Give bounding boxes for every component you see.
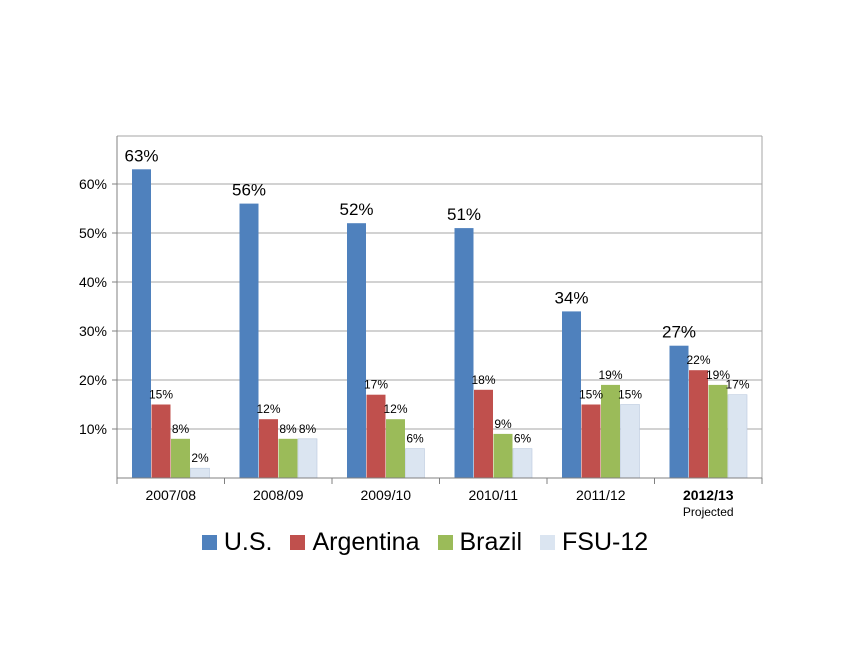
x-tick-label: 2011/12 (576, 487, 626, 503)
data-label: 6% (514, 432, 532, 446)
data-label: 15% (579, 388, 603, 402)
bar (239, 203, 259, 478)
data-label: 8% (279, 422, 297, 436)
legend-label-brazil: Brazil (459, 528, 523, 556)
data-label: 34% (554, 288, 588, 307)
data-label: 15% (149, 388, 173, 402)
legend-swatch-argentina (290, 535, 306, 550)
bar (581, 404, 601, 478)
y-tick-label: 20% (79, 372, 107, 388)
y-tick-label: 30% (79, 323, 107, 339)
data-label: 12% (256, 402, 280, 416)
data-label: 8% (299, 422, 317, 436)
x-tick-label: 2012/13 (683, 487, 734, 503)
bar (727, 394, 748, 479)
bar (620, 404, 640, 479)
data-labels: 63%56%52% 51%34%27%15%12%17% 18%15%22%8% 8%… (124, 146, 749, 465)
legend-item-us: U.S. (201, 528, 273, 557)
data-label: 17% (364, 378, 388, 392)
y-axis-tick-labels: 10% 20% 30% 40% 50% 60% (79, 176, 107, 437)
data-label: 63% (124, 146, 158, 165)
bar (171, 438, 190, 478)
legend: U.S. Argentina Brazil FSU-12 (0, 528, 850, 557)
bar (669, 345, 689, 478)
data-label: 6% (406, 432, 424, 446)
bar (474, 389, 493, 478)
data-label: 9% (494, 417, 512, 431)
y-tick-label: 10% (79, 421, 107, 437)
legend-item-argentina: Argentina (290, 528, 420, 557)
bar (386, 419, 405, 478)
data-label: 2% (191, 451, 209, 465)
legend-swatch-brazil (437, 535, 453, 550)
data-label: 56% (232, 181, 266, 200)
legend-label-argentina: Argentina (312, 528, 420, 556)
legend-swatch-fsu-12 (540, 535, 556, 550)
legend-item-brazil: Brazil (437, 528, 523, 557)
data-label: 8% (172, 422, 190, 436)
bar (278, 438, 298, 478)
data-label: 18% (471, 373, 495, 387)
bar (512, 448, 533, 479)
bar (151, 404, 171, 478)
legend-label-us: U.S. (223, 528, 273, 556)
bar (601, 384, 620, 478)
bar (405, 448, 425, 479)
x-tick-label: 2010/11 (468, 487, 518, 503)
data-label: 12% (383, 402, 407, 416)
y-tick-label: 60% (79, 176, 107, 192)
bars (132, 169, 748, 479)
y-tick-label: 50% (79, 225, 107, 241)
bar (190, 467, 210, 479)
legend-label-fsu-12: FSU-12 (562, 528, 649, 556)
bar (259, 419, 278, 478)
legend-item-fsu-12: FSU-12 (540, 528, 648, 557)
data-label: 17% (725, 378, 749, 392)
x-tick-label: 2008/09 (253, 487, 304, 503)
data-label: 52% (339, 200, 373, 219)
bar (132, 169, 151, 479)
data-label: 15% (618, 388, 642, 402)
bar (562, 311, 581, 478)
legend-swatch-us (201, 535, 217, 550)
gridlines (117, 135, 763, 478)
data-label: 27% (662, 323, 696, 342)
x-tick-label: 2007/08 (145, 487, 196, 503)
x-axis-tick-labels: 2007/08 2008/09 2009/10 2010/11 2011/12 2012/… (145, 487, 733, 519)
bar (454, 228, 474, 478)
bar (689, 370, 708, 478)
y-tick-label: 40% (79, 274, 107, 290)
bar (366, 394, 386, 478)
bar (493, 433, 513, 478)
bar (708, 384, 728, 478)
data-label: 51% (447, 205, 481, 224)
data-label: 19% (598, 368, 622, 382)
bar (347, 223, 366, 478)
x-tick-note: Projected (683, 505, 734, 519)
data-label: 19% (706, 368, 730, 382)
data-label: 22% (686, 353, 710, 367)
x-tick-label: 2009/10 (360, 487, 411, 503)
bar (297, 438, 318, 479)
axes (112, 136, 763, 484)
